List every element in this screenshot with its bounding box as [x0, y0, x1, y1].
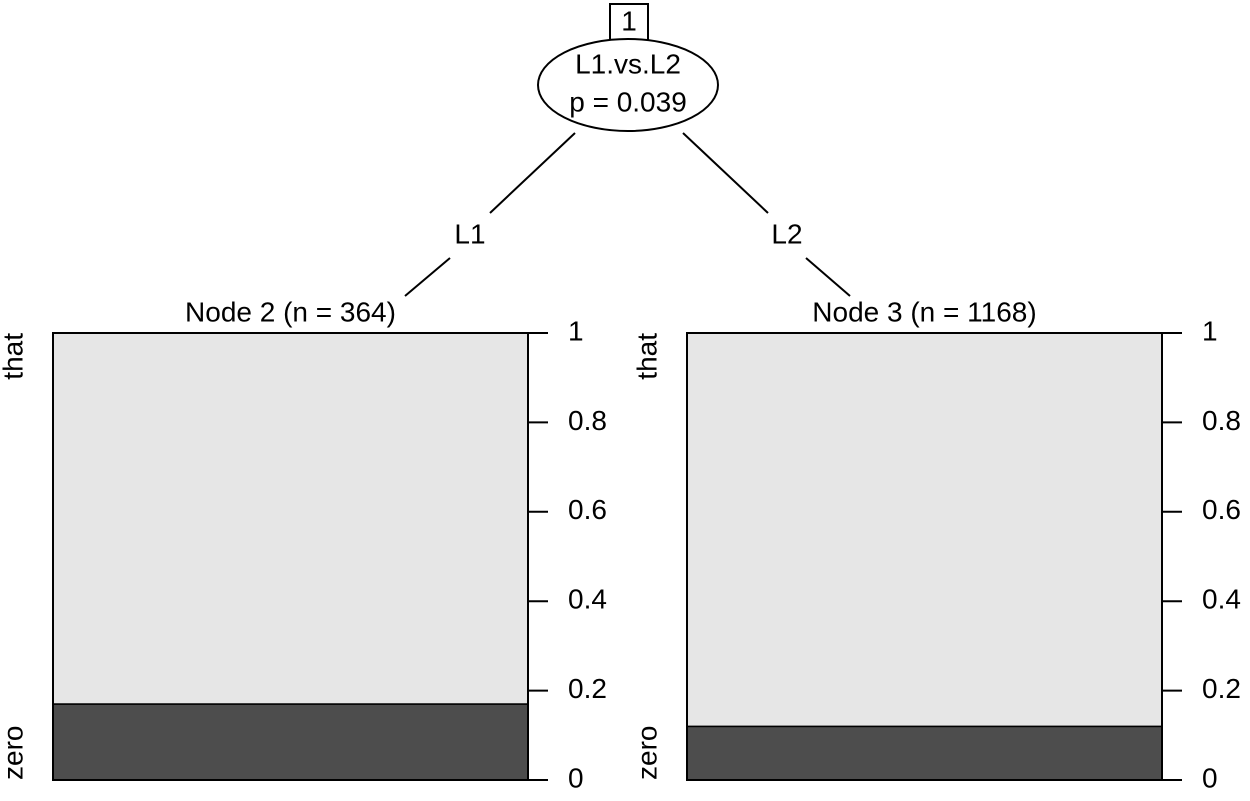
edge	[404, 257, 451, 297]
y-tick-label: 0	[1202, 762, 1218, 793]
y-tick-label: 0	[568, 762, 584, 793]
edge	[682, 132, 769, 214]
y-tick-label: 1	[1202, 315, 1218, 346]
edge	[489, 132, 576, 214]
bar-segment	[686, 332, 1163, 728]
edge-label: L1	[454, 218, 485, 249]
edge-label: L2	[771, 218, 802, 249]
legend-label: that	[631, 333, 662, 380]
inner-node	[537, 38, 719, 132]
y-tick-label: 0.2	[568, 673, 607, 704]
y-tick-label: 0.6	[568, 494, 607, 525]
node-title: Node 3 (n = 1168)	[812, 296, 1036, 327]
legend-label: zero	[631, 726, 662, 780]
y-tick-label: 0.8	[1202, 405, 1241, 436]
legend-label: zero	[0, 726, 28, 780]
y-tick-label: 0.8	[568, 405, 607, 436]
y-tick-label: 1	[568, 315, 584, 346]
split-variable: L1.vs.L2	[575, 48, 681, 79]
y-tick-label: 0.4	[568, 584, 607, 615]
edge	[805, 257, 851, 297]
y-tick-label: 0.2	[1202, 673, 1241, 704]
y-tick-label: 0.4	[1202, 584, 1241, 615]
node-id: 1	[621, 5, 637, 36]
p-value: p = 0.039	[569, 86, 687, 117]
legend-label: that	[0, 333, 28, 380]
bar-segment	[52, 332, 529, 705]
y-tick-label: 0.6	[1202, 494, 1241, 525]
bar-segment	[686, 725, 1163, 781]
bar-segment	[52, 703, 529, 781]
node-title: Node 2 (n = 364)	[185, 296, 396, 327]
